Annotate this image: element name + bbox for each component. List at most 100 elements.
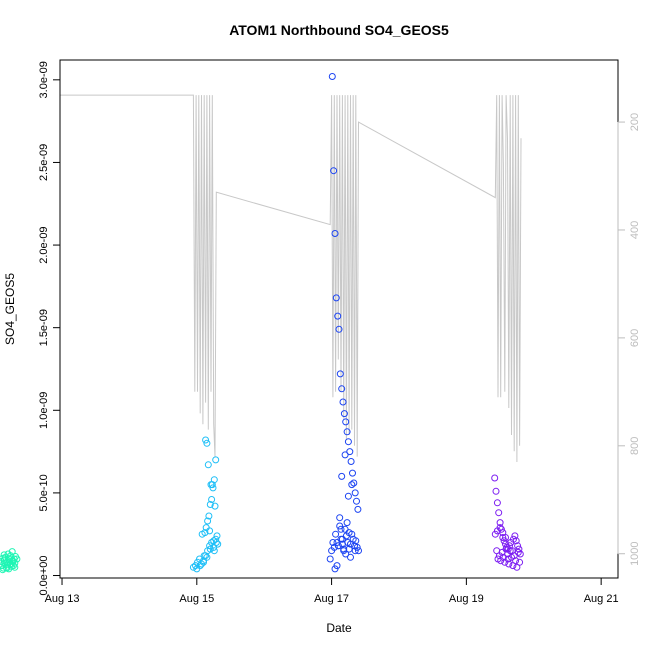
data-points-layer: [0, 73, 524, 574]
pressure-trace-layer: [60, 94, 522, 463]
data-point: [504, 545, 512, 553]
secondary-tick-label: 800: [629, 437, 641, 455]
data-point: [514, 542, 522, 550]
data-point: [11, 563, 19, 571]
data-point: [336, 514, 344, 522]
series-1: [0, 548, 21, 574]
y-tick-label: 1.5e-09: [38, 309, 50, 346]
data-point: [202, 436, 210, 444]
data-point: [200, 552, 208, 560]
data-point: [491, 474, 499, 482]
data-point: [504, 555, 512, 563]
x-axis-label: Date: [326, 621, 352, 635]
data-point: [350, 479, 358, 487]
series-2: [189, 436, 222, 573]
data-point: [341, 451, 349, 459]
data-point: [505, 560, 513, 568]
series-3: [326, 73, 362, 573]
data-point: [495, 509, 503, 517]
x-tick-label: Aug 17: [314, 593, 349, 605]
data-point: [344, 492, 352, 500]
x-tick-label: Aug 21: [584, 593, 619, 605]
secondary-tick-label: 1000: [629, 541, 641, 565]
data-point: [338, 385, 346, 393]
y-tick-label: 2.0e-09: [38, 226, 50, 263]
y-tick-label: 0.0e+00: [38, 555, 50, 595]
data-point: [329, 539, 337, 546]
data-point: [342, 550, 350, 558]
x-tick-label: Aug 13: [45, 593, 80, 605]
data-point: [339, 398, 347, 406]
data-point: [200, 558, 207, 566]
data-point: [189, 563, 197, 571]
data-point: [326, 555, 334, 563]
data-point: [511, 532, 519, 540]
data-point: [344, 438, 352, 446]
data-point: [330, 167, 338, 175]
data-point: [502, 545, 510, 553]
data-point: [342, 418, 350, 426]
x-tick-label: Aug 15: [179, 593, 214, 605]
secondary-tick-label: 600: [629, 329, 641, 347]
data-point: [516, 550, 524, 558]
data-point: [346, 448, 354, 456]
data-point: [6, 554, 13, 562]
data-point: [347, 553, 354, 561]
data-point: [492, 487, 500, 495]
data-point: [8, 548, 16, 556]
data-point: [512, 557, 520, 565]
secondary-tick-label: 200: [629, 113, 641, 131]
data-point: [334, 312, 342, 320]
data-point: [500, 537, 508, 545]
data-point: [335, 325, 343, 333]
series-4: [491, 474, 524, 571]
data-point: [514, 548, 522, 556]
secondary-tick-label: 400: [629, 221, 641, 239]
data-point: [206, 527, 214, 535]
y-tick-label: 3.0e-09: [38, 61, 50, 98]
data-point: [211, 502, 219, 510]
data-point: [352, 537, 360, 545]
data-point: [204, 517, 212, 525]
data-point: [345, 529, 353, 537]
data-point: [13, 555, 21, 563]
y-tick-label: 1.0e-09: [38, 392, 50, 429]
data-point: [343, 519, 351, 527]
data-point: [338, 472, 346, 480]
data-point: [204, 461, 212, 469]
data-point: [354, 505, 362, 513]
data-point: [212, 539, 220, 546]
data-point: [206, 545, 214, 553]
chart-title: ATOM1 Northbound SO4_GEOS5: [229, 22, 449, 38]
data-point: [212, 456, 220, 464]
data-point: [351, 547, 359, 555]
data-point: [515, 545, 523, 553]
data-point: [210, 547, 218, 555]
data-point: [336, 522, 344, 530]
x-tick-label: Aug 19: [449, 593, 484, 605]
data-point: [512, 537, 520, 545]
data-point: [198, 530, 206, 538]
data-point: [499, 534, 507, 541]
data-point: [0, 551, 8, 559]
data-point: [328, 73, 336, 80]
data-point: [203, 439, 211, 447]
data-point: [496, 519, 504, 527]
data-point: [337, 525, 345, 533]
data-point: [0, 566, 7, 574]
data-point: [349, 469, 356, 477]
data-point: [351, 489, 359, 497]
data-point: [343, 428, 351, 436]
data-point: [332, 294, 340, 302]
data-point: [497, 525, 505, 533]
data-point: [334, 542, 342, 550]
data-point: [502, 534, 509, 541]
y-tick-label: 2.5e-09: [38, 144, 50, 181]
data-point: [332, 530, 340, 538]
y-tick-label: 5.0e-10: [38, 474, 50, 511]
y-axis-label: SO4_GEOS5: [3, 273, 17, 345]
data-point: [347, 458, 355, 465]
data-point: [516, 558, 524, 566]
data-point: [506, 547, 514, 555]
